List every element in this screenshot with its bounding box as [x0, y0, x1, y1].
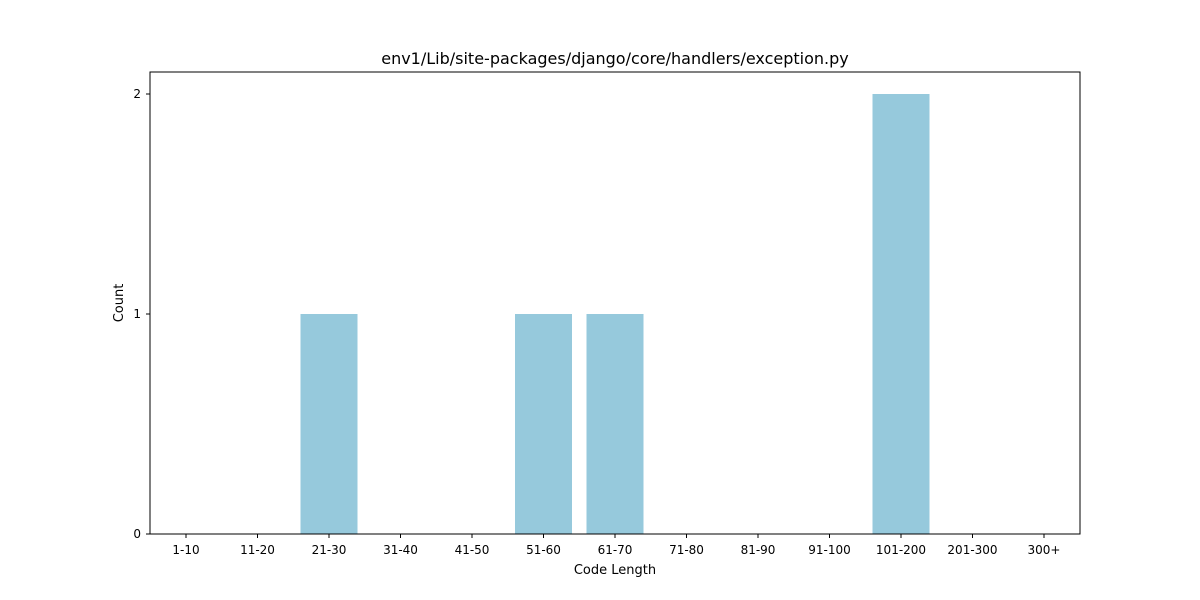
- bar-61-70: [586, 314, 644, 534]
- y-tick-label: 1: [133, 307, 141, 321]
- x-tick-label: 81-90: [741, 543, 776, 557]
- chart-title: env1/Lib/site-packages/django/core/handl…: [381, 49, 849, 68]
- y-tick-label: 2: [133, 87, 141, 101]
- x-axis-label: Code Length: [574, 563, 656, 578]
- x-axis-ticks: 1-10 11-20 21-30 31-40 41-50 51-60 61-70 71-80 8…: [172, 534, 1060, 557]
- x-tick-label: 11-20: [240, 543, 275, 557]
- y-axis-label: Count: [112, 284, 127, 323]
- x-tick-label: 71-80: [669, 543, 704, 557]
- bars-layer: [300, 94, 930, 534]
- x-tick-label: 61-70: [598, 543, 633, 557]
- x-tick-label: 101-200: [876, 543, 926, 557]
- bar-51-60: [515, 314, 572, 534]
- x-tick-label: 51-60: [526, 543, 561, 557]
- y-tick-label: 0: [133, 527, 141, 541]
- x-tick-label: 1-10: [172, 543, 199, 557]
- x-tick-label: 91-100: [808, 543, 851, 557]
- x-tick-label: 300+: [1028, 543, 1061, 557]
- bar-21-30: [300, 314, 358, 534]
- bar-101-200: [872, 94, 930, 534]
- x-tick-label: 201-300: [947, 543, 997, 557]
- x-tick-label: 21-30: [312, 543, 347, 557]
- x-tick-label: 41-50: [455, 543, 490, 557]
- y-axis-ticks: 0 1 2: [133, 87, 150, 541]
- x-tick-label: 31-40: [383, 543, 418, 557]
